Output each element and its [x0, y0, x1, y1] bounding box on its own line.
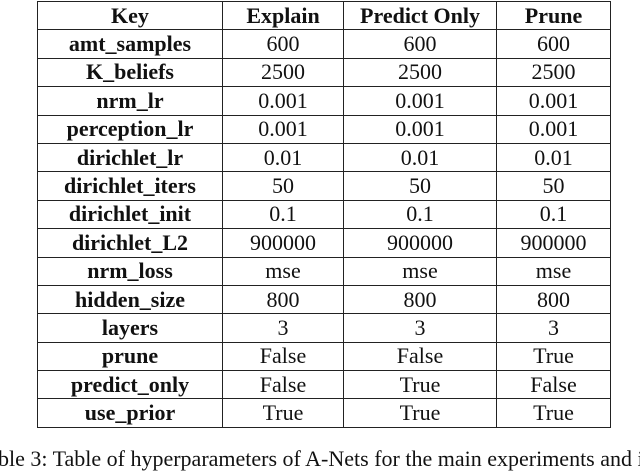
table-row: dirichlet_lr 0.01 0.01 0.01: [37, 142, 611, 173]
value-cell: 900000: [343, 228, 497, 258]
value-cell: True: [222, 398, 344, 428]
key-cell: layers: [37, 313, 223, 343]
value-cell: True: [496, 341, 611, 372]
table-row: dirichlet_L2 900000 900000 900000: [37, 228, 611, 258]
value-cell: 0.1: [496, 199, 611, 230]
value-cell: 0.01: [343, 142, 497, 173]
value-cell: 600: [496, 29, 611, 59]
caption: ble 3: Table of hyperparameters of A-Net…: [0, 446, 640, 471]
value-cell: 0.001: [222, 86, 344, 116]
value-cell: 800: [222, 284, 344, 315]
key-cell: prune: [37, 341, 223, 372]
value-cell: True: [496, 398, 611, 428]
value-cell: 0.01: [222, 142, 344, 173]
value-cell: 800: [496, 284, 611, 315]
key-cell: dirichlet_L2: [37, 228, 223, 258]
key-cell: nrm_lr: [37, 86, 223, 116]
value-cell: 800: [343, 284, 497, 315]
value-cell: 50: [496, 171, 611, 201]
value-cell: 50: [343, 171, 497, 201]
hyperparameter-table: Key Explain Predict Only Prune amt_samples 60…: [37, 0, 611, 428]
header-cell: Explain: [222, 0, 344, 31]
value-cell: False: [222, 370, 344, 400]
value-cell: 600: [343, 29, 497, 59]
value-cell: True: [343, 370, 497, 400]
table-row: perception_lr 0.001 0.001 0.001: [37, 114, 611, 144]
key-cell: perception_lr: [37, 114, 223, 144]
table-row: amt_samples 600 600 600: [37, 29, 611, 59]
table-row: nrm_lr 0.001 0.001 0.001: [37, 86, 611, 116]
value-cell: mse: [496, 256, 611, 286]
key-cell: nrm_loss: [37, 256, 223, 286]
header-cell: Prune: [496, 0, 611, 31]
value-cell: 0.1: [343, 199, 497, 230]
key-cell: amt_samples: [37, 29, 223, 59]
value-cell: 0.001: [496, 86, 611, 116]
table-row: layers 3 3 3: [37, 313, 611, 343]
key-cell: dirichlet_lr: [37, 142, 223, 173]
value-cell: 0.01: [496, 142, 611, 173]
value-cell: False: [222, 341, 344, 372]
value-cell: 2500: [496, 57, 611, 88]
value-cell: mse: [343, 256, 497, 286]
value-cell: 0.001: [343, 114, 497, 144]
key-cell: predict_only: [37, 370, 223, 400]
table-row: dirichlet_iters 50 50 50: [37, 171, 611, 201]
table-row: dirichlet_init 0.1 0.1 0.1: [37, 199, 611, 230]
header-cell: Predict Only: [343, 0, 497, 31]
value-cell: 0.001: [343, 86, 497, 116]
table-row: prune False False True: [37, 341, 611, 372]
value-cell: 0.1: [222, 199, 344, 230]
value-cell: 0.001: [496, 114, 611, 144]
value-cell: True: [343, 398, 497, 428]
table-row: predict_only False True False: [37, 370, 611, 400]
key-cell: dirichlet_init: [37, 199, 223, 230]
value-cell: mse: [222, 256, 344, 286]
value-cell: 900000: [496, 228, 611, 258]
value-cell: 3: [496, 313, 611, 343]
value-cell: 2500: [343, 57, 497, 88]
header-row: Key Explain Predict Only Prune: [37, 0, 611, 31]
value-cell: 600: [222, 29, 344, 59]
key-cell: use_prior: [37, 398, 223, 428]
value-cell: 3: [222, 313, 344, 343]
key-cell: K_beliefs: [37, 57, 223, 88]
value-cell: 2500: [222, 57, 344, 88]
table-row: K_beliefs 2500 2500 2500: [37, 57, 611, 88]
value-cell: False: [496, 370, 611, 400]
value-cell: 900000: [222, 228, 344, 258]
table-row: hidden_size 800 800 800: [37, 284, 611, 315]
value-cell: False: [343, 341, 497, 372]
value-cell: 0.001: [222, 114, 344, 144]
value-cell: 50: [222, 171, 344, 201]
table-row: nrm_loss mse mse mse: [37, 256, 611, 286]
header-cell: Key: [37, 0, 223, 31]
key-cell: hidden_size: [37, 284, 223, 315]
value-cell: 3: [343, 313, 497, 343]
table-row: use_prior True True True: [37, 398, 611, 428]
key-cell: dirichlet_iters: [37, 171, 223, 201]
